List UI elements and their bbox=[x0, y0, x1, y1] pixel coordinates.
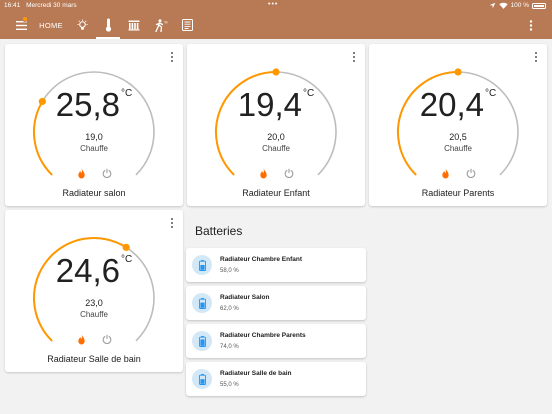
battery-entity-name: Radiateur Salon bbox=[220, 294, 270, 301]
lightbulb-icon bbox=[76, 18, 88, 30]
thermostat-dial[interactable] bbox=[5, 210, 183, 372]
battery-level-icon bbox=[192, 293, 212, 313]
menu-button[interactable] bbox=[12, 11, 30, 39]
card-menu-button[interactable] bbox=[169, 52, 175, 62]
hvac-mode-label: Chauffe bbox=[80, 144, 108, 153]
battery-entity-row[interactable]: Radiateur Chambre Parents 74,0 % bbox=[186, 324, 366, 358]
thermostat-card[interactable]: 19,4°C 20,0 Chauffe Radiateur Enfant bbox=[187, 44, 365, 206]
battery-entity-name: Radiateur Chambre Parents bbox=[220, 332, 306, 339]
tab-lights[interactable] bbox=[72, 11, 92, 39]
battery-entity-row[interactable]: Radiateur Chambre Enfant 58,0 % bbox=[186, 248, 366, 282]
hvac-mode-label: Chauffe bbox=[80, 310, 108, 319]
status-right: 100 % bbox=[489, 2, 546, 9]
hvac-mode-label: Chauffe bbox=[444, 144, 472, 153]
battery-entity-value: 74,0 % bbox=[220, 344, 239, 350]
batteries-title: Batteries bbox=[195, 224, 243, 238]
flame-icon[interactable] bbox=[77, 334, 86, 345]
tab-thermostats[interactable] bbox=[98, 11, 118, 39]
flame-icon[interactable] bbox=[259, 168, 268, 179]
multitask-dots-icon: ••• bbox=[268, 1, 279, 8]
current-temperature: 20,4°C bbox=[419, 86, 497, 123]
mode-buttons bbox=[187, 168, 365, 179]
list-icon bbox=[181, 19, 193, 31]
battery-entity-value: 62,0 % bbox=[220, 306, 239, 312]
thermostat-dial[interactable] bbox=[369, 44, 547, 206]
dial-heating-arc bbox=[215, 71, 277, 176]
dial-heating-arc bbox=[33, 237, 128, 342]
target-temperature: 20,5 bbox=[449, 132, 467, 142]
battery-entity-row[interactable]: Radiateur Salle de bain 55,0 % bbox=[186, 362, 366, 396]
thermostat-card[interactable]: 24,6°C 23,0 Chauffe Radiateur Salle de b… bbox=[5, 210, 183, 372]
status-left: 16:41 Mercredi 30 mars bbox=[4, 2, 81, 9]
thermostat-dial[interactable] bbox=[5, 44, 183, 206]
notification-badge bbox=[22, 16, 28, 22]
status-date: Mercredi 30 mars bbox=[26, 2, 77, 9]
dial-heating-arc bbox=[33, 100, 53, 176]
dial-setpoint-handle[interactable] bbox=[122, 243, 130, 251]
thermostat-dial[interactable] bbox=[187, 44, 365, 206]
flame-icon[interactable] bbox=[77, 168, 86, 179]
tab-radiators[interactable] bbox=[124, 11, 144, 39]
card-menu-button[interactable] bbox=[169, 218, 175, 228]
mode-buttons bbox=[5, 168, 183, 179]
card-menu-button[interactable] bbox=[351, 52, 357, 62]
thermostat-name: Radiateur salon bbox=[62, 188, 126, 198]
tab-motion[interactable]: % bbox=[150, 11, 172, 39]
flame-icon[interactable] bbox=[441, 168, 450, 179]
battery-level-icon bbox=[192, 331, 212, 351]
active-tab-indicator bbox=[96, 37, 120, 39]
power-icon[interactable] bbox=[102, 334, 112, 344]
thermostat-card[interactable]: 20,4°C 20,5 Chauffe Radiateur Parents bbox=[369, 44, 547, 206]
tab-home[interactable]: HOME bbox=[39, 20, 63, 30]
thermometer-icon bbox=[105, 18, 111, 32]
location-icon bbox=[489, 2, 495, 9]
tab-logs[interactable] bbox=[177, 11, 197, 39]
running-person-icon: % bbox=[155, 18, 168, 32]
overflow-menu-button[interactable] bbox=[522, 11, 540, 39]
radiator-icon bbox=[128, 20, 140, 30]
power-icon[interactable] bbox=[102, 168, 112, 178]
dial-setpoint-handle[interactable] bbox=[272, 68, 280, 76]
target-temperature: 19,0 bbox=[85, 132, 103, 142]
battery-entity-value: 58,0 % bbox=[220, 268, 239, 274]
card-menu-button[interactable] bbox=[533, 52, 539, 62]
menu-icon bbox=[15, 20, 27, 30]
current-temperature: 19,4°C bbox=[237, 86, 315, 123]
thermostat-name: Radiateur Parents bbox=[421, 188, 495, 198]
mode-buttons bbox=[5, 334, 183, 345]
current-temperature: 25,8°C bbox=[55, 86, 133, 123]
toolbar: HOME % bbox=[0, 11, 552, 39]
current-temperature: 24,6°C bbox=[55, 252, 133, 289]
hvac-mode-label: Chauffe bbox=[262, 144, 290, 153]
power-icon[interactable] bbox=[284, 168, 294, 178]
batteries-section: Batteries Radiateur Chambre Enfant 58,0 … bbox=[186, 210, 366, 406]
battery-percent: 100 % bbox=[510, 2, 529, 9]
dial-setpoint-handle[interactable] bbox=[454, 68, 462, 76]
status-bar: 16:41 Mercredi 30 mars ••• 100 % bbox=[0, 0, 552, 11]
battery-entity-name: Radiateur Chambre Enfant bbox=[220, 256, 302, 263]
thermostat-card[interactable]: 25,8°C 19,0 Chauffe Radiateur salon bbox=[5, 44, 183, 206]
target-temperature: 20,0 bbox=[267, 132, 285, 142]
status-time: 16:41 bbox=[4, 2, 21, 9]
battery-entity-row[interactable]: Radiateur Salon 62,0 % bbox=[186, 286, 366, 320]
battery-entity-value: 55,0 % bbox=[220, 382, 239, 388]
battery-level-icon bbox=[192, 369, 212, 389]
target-temperature: 23,0 bbox=[85, 298, 103, 308]
thermostat-name: Radiateur Enfant bbox=[242, 188, 310, 198]
dial-setpoint-handle[interactable] bbox=[38, 97, 46, 106]
app-header: 16:41 Mercredi 30 mars ••• 100 % HOME bbox=[0, 0, 552, 39]
battery-icon bbox=[532, 2, 546, 9]
svg-text:%: % bbox=[164, 19, 168, 24]
battery-level-icon bbox=[192, 255, 212, 275]
power-icon[interactable] bbox=[466, 168, 476, 178]
mode-buttons bbox=[369, 168, 547, 179]
wifi-icon bbox=[498, 2, 508, 9]
battery-entity-name: Radiateur Salle de bain bbox=[220, 370, 292, 377]
thermostat-name: Radiateur Salle de bain bbox=[47, 354, 141, 364]
dial-heating-arc bbox=[397, 71, 459, 176]
more-vertical-icon bbox=[529, 19, 533, 31]
